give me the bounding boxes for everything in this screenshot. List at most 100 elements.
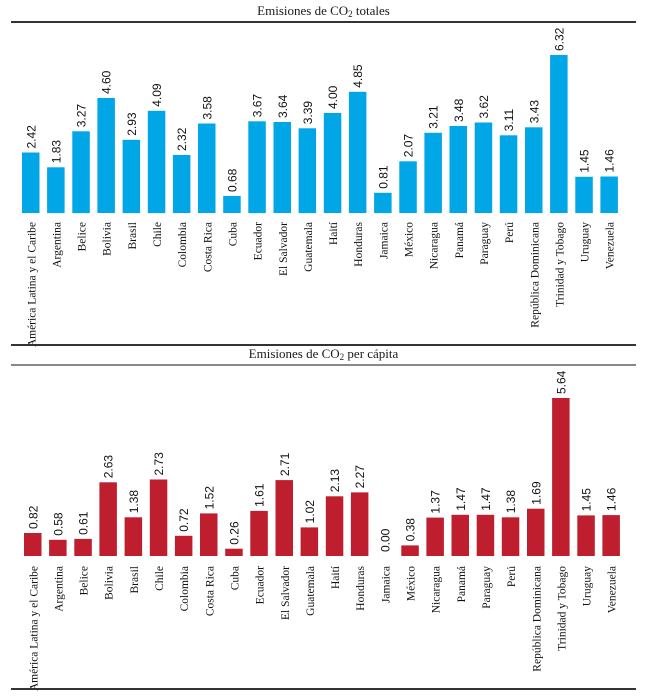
title-rule (11, 21, 636, 23)
bar (250, 510, 268, 556)
category-label: Uruguay (582, 566, 594, 606)
category-label: El Salvador (278, 222, 290, 276)
bar (449, 126, 467, 213)
data-label: 0.68 (225, 168, 239, 192)
bar (248, 121, 266, 214)
category-label: Ecuador (255, 566, 267, 604)
title-subscript: 2 (339, 352, 345, 362)
data-label: 2.73 (152, 452, 166, 476)
data-label: 4.09 (150, 83, 164, 107)
bar (399, 161, 417, 213)
bar (350, 492, 369, 556)
category-label: América Latina y el Caribe (28, 566, 40, 691)
bar (72, 131, 90, 214)
category-label: Perú (506, 566, 518, 587)
category-label: República Dominicana (531, 566, 543, 672)
data-label: 4.60 (100, 70, 114, 94)
bar-chart-totales: 2.42 América Latina y el Caribe 1.83 Argent… (22, 27, 618, 347)
bar (575, 176, 593, 214)
data-label: 0.82 (26, 505, 40, 529)
data-label: 2.42 (24, 125, 38, 149)
category-label: Bolivia (102, 222, 114, 256)
category-label: Haití (330, 565, 342, 589)
bar (550, 55, 568, 213)
data-label: 3.48 (452, 98, 466, 122)
chart-title-totales: Emisiones de CO2 totales (11, 3, 636, 19)
bar (401, 545, 419, 556)
bar (451, 514, 469, 556)
category-label: Uruguay (580, 222, 592, 262)
data-label: 3.43 (527, 100, 541, 124)
data-label: 1.45 (580, 488, 594, 512)
category-label: Trinidad y Tobago (554, 222, 566, 307)
bar (325, 496, 344, 556)
panel-bottom-rule (11, 344, 636, 346)
data-label: 6.32 (552, 27, 566, 51)
bar (348, 91, 367, 213)
bar (474, 122, 493, 213)
data-label: 2.27 (353, 465, 367, 489)
data-label: 3.39 (301, 101, 315, 125)
data-label: 1.83 (49, 140, 63, 164)
data-label: 3.11 (502, 109, 516, 132)
title-text: Emisiones de CO (248, 346, 340, 361)
bar (122, 139, 141, 214)
bar (124, 517, 143, 556)
data-label: 2.71 (278, 452, 292, 476)
data-label: 1.38 (504, 490, 518, 514)
bar (499, 135, 518, 214)
data-label: 1.38 (127, 490, 141, 514)
category-label: Venezuela (605, 222, 617, 269)
bar (374, 192, 392, 214)
bar (172, 155, 191, 213)
bar (99, 482, 117, 556)
category-label: Paraguay (481, 566, 493, 609)
data-label: 1.45 (578, 149, 592, 173)
bar (24, 533, 42, 556)
category-label: Bolivia (104, 566, 116, 600)
bar (552, 398, 570, 556)
bar (323, 113, 342, 213)
data-label: 1.02 (303, 500, 317, 524)
category-label: Cuba (229, 566, 241, 590)
title-subscript: 2 (348, 9, 353, 19)
category-label: Cuba (227, 222, 239, 246)
category-label: Belice (79, 566, 91, 595)
data-label: 5.64 (554, 370, 568, 394)
data-label: 3.21 (427, 105, 441, 129)
category-label: Guatemala (303, 222, 315, 272)
category-label: Venezuela (607, 566, 619, 613)
bar (149, 479, 168, 556)
data-label: 3.64 (276, 94, 290, 118)
category-label: Guatemala (305, 566, 317, 616)
data-label: 2.32 (175, 127, 189, 151)
category-label: Nicaragua (429, 222, 441, 269)
category-label: Honduras (353, 221, 365, 266)
data-label: 1.52 (202, 486, 216, 510)
data-label: 1.61 (253, 483, 267, 507)
data-label: 0.81 (376, 165, 390, 189)
title-text: Emisiones de CO (257, 3, 349, 18)
data-label: 3.27 (75, 104, 89, 128)
bar (223, 196, 241, 213)
bar (97, 98, 115, 213)
category-label: Chile (154, 566, 166, 591)
category-label: Argentina (53, 566, 65, 612)
bar (577, 515, 595, 556)
category-label: Panamá (454, 222, 466, 258)
category-label: Costa Rica (202, 222, 214, 272)
category-label: Colombia (179, 566, 191, 611)
category-label: Jamaica (378, 222, 390, 259)
category-label: Chile (152, 222, 164, 247)
data-label: 3.62 (477, 95, 491, 119)
data-label: 4.00 (326, 85, 340, 109)
category-label: América Latina y el Caribe (26, 222, 38, 347)
data-label: 4.85 (351, 64, 365, 88)
bar (47, 167, 65, 214)
data-label: 3.67 (251, 94, 265, 118)
title-text-suffix: totales (352, 3, 390, 18)
data-label: 1.37 (429, 490, 443, 514)
category-label: Jamaica (380, 566, 392, 603)
category-label: Honduras (355, 565, 367, 610)
